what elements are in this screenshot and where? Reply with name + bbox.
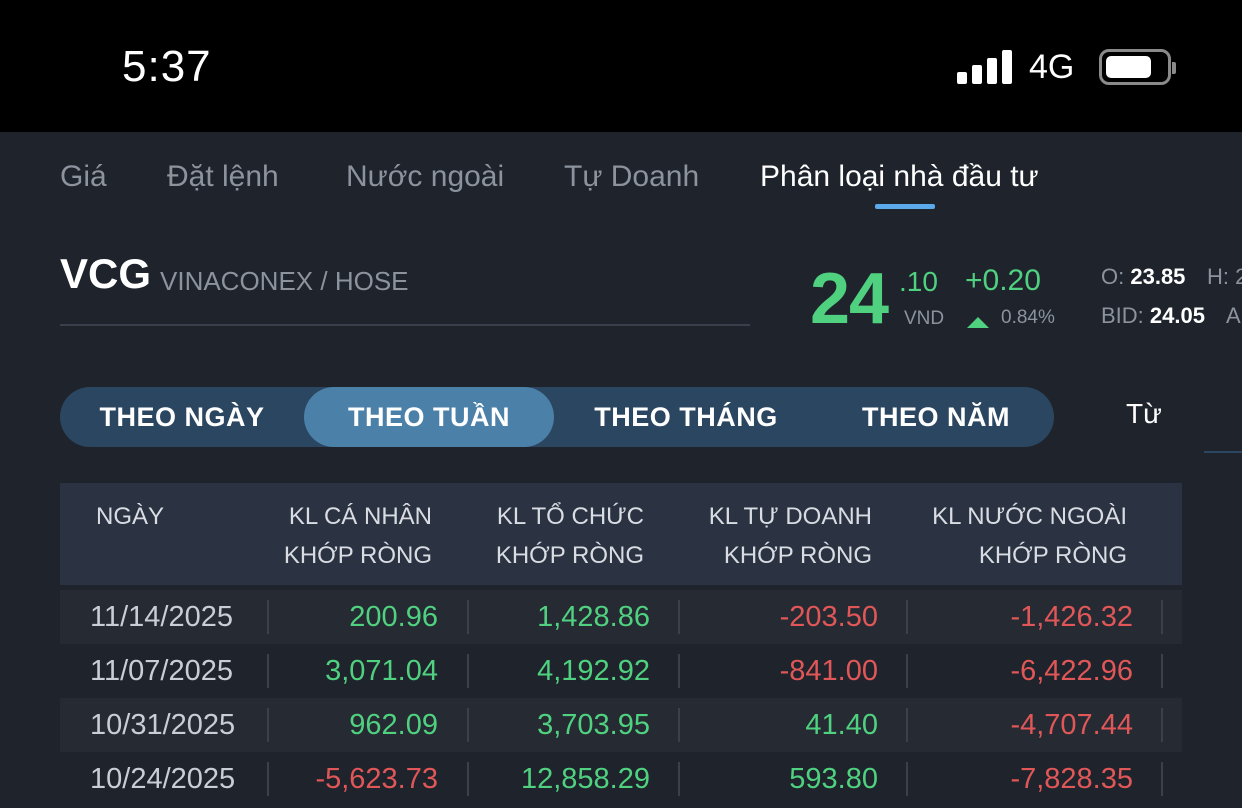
divider xyxy=(60,324,750,326)
cell-foreign: -4,707.44 xyxy=(1010,709,1133,741)
cell-individual: -5,623.73 xyxy=(315,763,438,795)
from-date-label[interactable]: Từ xyxy=(1126,398,1162,429)
cell-institution: 12,858.29 xyxy=(520,763,650,795)
col-header-proprietary: KL TỰ DOANH KHỚP RÒNG xyxy=(708,503,872,569)
price-decimal: .10 xyxy=(899,266,938,297)
table-row[interactable]: 11/07/2025 3,071.04 4,192.92 -841.00 -6,… xyxy=(60,644,1182,698)
cell-proprietary: 593.80 xyxy=(789,763,878,795)
from-date-underline xyxy=(1204,451,1242,453)
tab-orders[interactable]: Đặt lệnh xyxy=(167,160,279,193)
high-price: H: 2 xyxy=(1207,264,1242,289)
cell-proprietary: -203.50 xyxy=(779,601,878,633)
status-time: 5:37 xyxy=(122,42,212,91)
network-type: 4G xyxy=(1029,48,1075,86)
active-tab-indicator xyxy=(875,204,935,209)
col-header-date: NGÀY xyxy=(96,503,165,530)
table-row[interactable]: 11/14/2025 200.96 1,428.86 -203.50 -1,42… xyxy=(60,590,1182,644)
cell-date: 10/24/2025 xyxy=(90,763,236,795)
tab-investor-classification[interactable]: Phân loại nhà đầu tư xyxy=(760,160,1039,193)
cell-date: 10/31/2025 xyxy=(90,709,236,741)
open-price: O: 23.85 xyxy=(1101,264,1186,289)
col-header-foreign: KL NƯỚC NGOÀI KHỚP RÒNG xyxy=(932,503,1127,569)
cell-foreign: -6,422.96 xyxy=(1010,655,1133,687)
cell-proprietary: -841.00 xyxy=(779,655,878,687)
col-header-individual: KL CÁ NHÂN KHỚP RÒNG xyxy=(283,503,432,569)
period-selector: THEO NGÀY THEO TUẦN THEO THÁNG THEO NĂM xyxy=(60,387,1054,447)
cell-foreign: -7,828.35 xyxy=(1010,763,1133,795)
cell-individual: 962.09 xyxy=(349,709,438,741)
price-change: +0.20 xyxy=(965,264,1041,297)
status-bar: 5:37 4G xyxy=(0,0,1242,132)
tab-foreign[interactable]: Nước ngoài xyxy=(346,160,505,193)
cell-foreign: -1,426.32 xyxy=(1010,601,1133,633)
up-arrow-icon xyxy=(967,317,989,328)
col-header-institution: KL TỔ CHỨC KHỚP RÒNG xyxy=(495,503,644,569)
cell-date: 11/07/2025 xyxy=(90,655,233,687)
period-week[interactable]: THEO TUẦN xyxy=(304,387,554,447)
period-day[interactable]: THEO NGÀY xyxy=(99,402,265,432)
price-unit: VND xyxy=(904,308,945,329)
price-change-percent: 0.84% xyxy=(1001,307,1055,328)
period-year[interactable]: THEO NĂM xyxy=(862,402,1010,432)
cell-institution: 3,703.95 xyxy=(537,709,650,741)
company-exchange: VINACONEX / HOSE xyxy=(160,266,409,296)
period-month[interactable]: THEO THÁNG xyxy=(594,402,778,432)
table-header: NGÀY KL CÁ NHÂN KHỚP RÒNG KL TỔ CHỨC KHỚP … xyxy=(60,483,1182,585)
table-row[interactable]: 10/24/2025 -5,623.73 12,858.29 593.80 -7… xyxy=(60,752,1182,806)
signal-icon xyxy=(957,50,1013,84)
bid-price: BID: 24.05 xyxy=(1101,303,1205,328)
cell-individual: 3,071.04 xyxy=(325,655,438,687)
cell-date: 11/14/2025 xyxy=(90,601,233,633)
tab-price[interactable]: Giá xyxy=(60,160,107,193)
tab-proprietary[interactable]: Tự Doanh xyxy=(564,160,700,193)
ask-price: A xyxy=(1226,303,1241,328)
cell-institution: 1,428.86 xyxy=(537,601,650,633)
stock-symbol: VCG xyxy=(60,250,152,297)
cell-institution: 4,192.92 xyxy=(537,655,650,687)
table-row[interactable]: 10/31/2025 962.09 3,703.95 41.40 -4,707.… xyxy=(60,698,1182,752)
battery-icon xyxy=(1099,49,1176,85)
cell-proprietary: 41.40 xyxy=(805,709,878,741)
cell-individual: 200.96 xyxy=(349,601,438,633)
price-integer: 24 xyxy=(810,259,889,339)
tab-bar: Giá Đặt lệnh Nước ngoài Tự Doanh Phân lo… xyxy=(0,132,1242,232)
